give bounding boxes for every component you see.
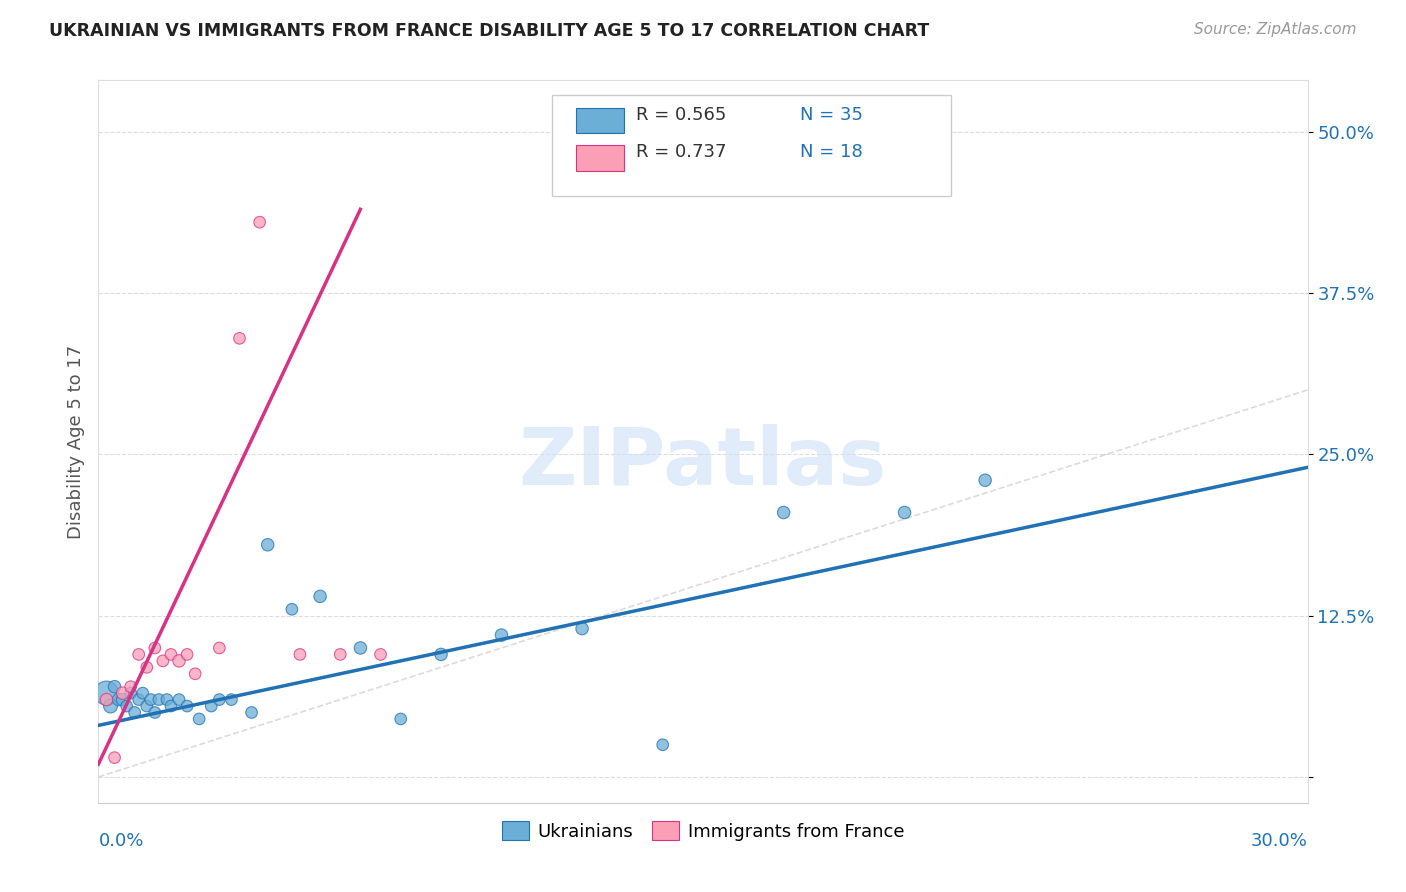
Point (135, 699, 157, 714)
Point (389, 712, 412, 726)
Point (111, 692, 134, 706)
Point (156, 692, 179, 706)
Point (107, 692, 129, 706)
Point (256, 538, 278, 552)
Point (288, 648, 311, 662)
Point (120, 680, 142, 694)
Point (96, 692, 118, 706)
Point (148, 692, 170, 706)
Point (167, 654, 190, 668)
Text: ZIPatlas: ZIPatlas (519, 425, 887, 502)
Point (249, 215, 271, 229)
Point (208, 640, 231, 655)
Point (430, 648, 453, 662)
Point (103, 750, 125, 764)
Point (160, 648, 183, 662)
Point (228, 331, 250, 345)
Point (974, 473, 997, 487)
Point (103, 680, 125, 694)
Point (176, 648, 198, 662)
Point (96, 686, 118, 700)
Text: Source: ZipAtlas.com: Source: ZipAtlas.com (1194, 22, 1357, 37)
Point (143, 706, 166, 720)
Point (281, 602, 304, 616)
Point (309, 590, 332, 604)
Legend: Ukrainians, Immigrants from France: Ukrainians, Immigrants from France (495, 814, 911, 848)
FancyBboxPatch shape (576, 145, 624, 170)
Point (160, 699, 183, 714)
Text: UKRAINIAN VS IMMIGRANTS FROM FRANCE DISABILITY AGE 5 TO 17 CORRELATION CHART: UKRAINIAN VS IMMIGRANTS FROM FRANCE DISA… (49, 22, 929, 40)
Point (893, 506, 915, 520)
Text: R = 0.737: R = 0.737 (637, 143, 727, 161)
Point (100, 699, 122, 714)
Point (772, 506, 794, 520)
Point (111, 686, 134, 700)
Point (370, 648, 392, 662)
Point (176, 699, 198, 714)
Point (221, 692, 243, 706)
FancyBboxPatch shape (551, 95, 950, 196)
Point (349, 640, 371, 655)
Point (143, 640, 166, 655)
Point (132, 686, 155, 700)
Point (139, 692, 162, 706)
Y-axis label: Disability Age 5 to 17: Disability Age 5 to 17 (66, 344, 84, 539)
Point (120, 686, 142, 700)
Point (491, 628, 513, 642)
FancyBboxPatch shape (576, 108, 624, 133)
Point (128, 692, 150, 706)
Point (571, 622, 593, 636)
Text: 0.0%: 0.0% (98, 831, 143, 850)
Point (152, 654, 174, 668)
Point (167, 692, 190, 706)
Point (184, 666, 207, 681)
Point (200, 699, 222, 714)
Point (115, 699, 138, 714)
Point (208, 692, 231, 706)
Point (188, 712, 211, 726)
Point (329, 648, 352, 662)
Point (128, 648, 150, 662)
Point (651, 738, 673, 752)
Point (135, 660, 157, 674)
Point (124, 706, 146, 720)
Point (240, 706, 263, 720)
Text: 30.0%: 30.0% (1251, 831, 1308, 850)
Text: N = 18: N = 18 (800, 143, 862, 161)
Text: N = 35: N = 35 (800, 105, 863, 124)
Text: R = 0.565: R = 0.565 (637, 105, 727, 124)
